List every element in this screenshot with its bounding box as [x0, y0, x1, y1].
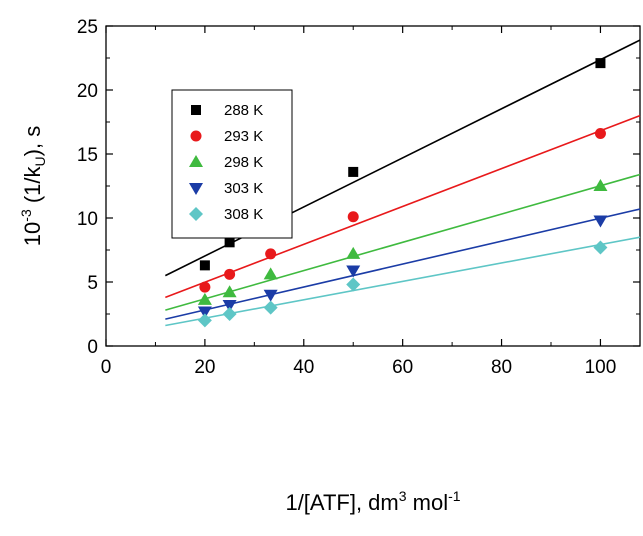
- data-point-293k: [347, 211, 359, 223]
- x-tick-label: 20: [194, 357, 215, 378]
- legend-marker-298k: [189, 155, 203, 167]
- x-tick-label: 0: [101, 357, 112, 378]
- legend-label-298k: 298 K: [224, 154, 263, 171]
- data-point-298k: [263, 267, 278, 280]
- data-point-308k: [263, 300, 278, 315]
- data-point-298k: [593, 179, 608, 191]
- x-axis-title-main: 1/[ATF], dm: [285, 490, 398, 515]
- y-tick-label: 0: [87, 337, 98, 358]
- x-tick-label: 100: [585, 357, 617, 378]
- legend-marker-308k: [189, 207, 203, 221]
- x-axis-title: 1/[ATF], dm3 mol-1: [285, 488, 460, 515]
- legend-marker-293k: [190, 130, 202, 142]
- legend: 288 K 293 K 298 K 303 K 308 K: [171, 89, 293, 239]
- y-tick-label: 15: [77, 145, 98, 166]
- legend-marker-303k: [189, 183, 203, 195]
- y-axis-title-sup: -3: [18, 209, 34, 222]
- legend-label-303k: 303 K: [224, 180, 263, 197]
- data-point-298k: [197, 292, 212, 305]
- x-axis-ticks: 0 20 40 60 80 100: [101, 26, 617, 378]
- y-axis-title-prefix: 10: [20, 222, 45, 246]
- y-axis-title: 10-3 (1/kU), s: [18, 126, 48, 246]
- data-point-303k: [197, 306, 212, 319]
- x-axis-title-sup1: 3: [399, 488, 407, 504]
- data-point-303k: [346, 265, 361, 278]
- y-axis-title-sub: U: [32, 156, 48, 166]
- x-tick-label: 80: [491, 357, 512, 378]
- data-point-288k: [348, 166, 359, 177]
- data-point-288k: [224, 237, 235, 248]
- x-tick-label: 60: [392, 357, 413, 378]
- y-tick-label: 5: [87, 273, 98, 294]
- legend-label-308k: 308 K: [224, 206, 263, 223]
- data-point-308k: [346, 277, 361, 292]
- legend-label-293k: 293 K: [224, 128, 263, 145]
- data-point-303k: [593, 215, 608, 228]
- data-point-298k: [222, 285, 237, 298]
- data-point-293k: [199, 281, 211, 293]
- legend-label-288k: 288 K: [224, 102, 263, 119]
- fit-line-308k: [165, 236, 641, 327]
- y-tick-label: 10: [77, 209, 98, 230]
- x-axis-title-mid: mol: [407, 490, 449, 515]
- fit-line-298k: [165, 173, 641, 311]
- fit-line-303k: [165, 208, 641, 320]
- fit-line-293k: [165, 114, 641, 299]
- y-axis-title-mid: (1/k: [20, 165, 45, 209]
- data-point-288k: [199, 260, 210, 271]
- x-tick-label: 40: [293, 357, 314, 378]
- y-tick-label: 20: [77, 81, 98, 102]
- y-axis-title-suffix: ), s: [20, 126, 45, 157]
- y-axis-ticks: 0 5 10 15 20 25: [77, 17, 640, 358]
- data-point-308k: [197, 313, 212, 328]
- legend-marker-288k: [191, 105, 201, 115]
- data-point-293k: [265, 248, 277, 260]
- data-point-293k: [594, 128, 606, 140]
- data-point-308k: [593, 240, 608, 255]
- data-point-303k: [222, 300, 237, 313]
- data-point-303k: [263, 289, 278, 302]
- data-point-298k: [346, 246, 361, 259]
- data-point-308k: [222, 307, 237, 321]
- data-point-288k: [595, 58, 606, 69]
- data-point-293k: [224, 268, 236, 280]
- x-axis-title-sup2: -1: [448, 488, 461, 504]
- y-tick-label: 25: [77, 17, 98, 38]
